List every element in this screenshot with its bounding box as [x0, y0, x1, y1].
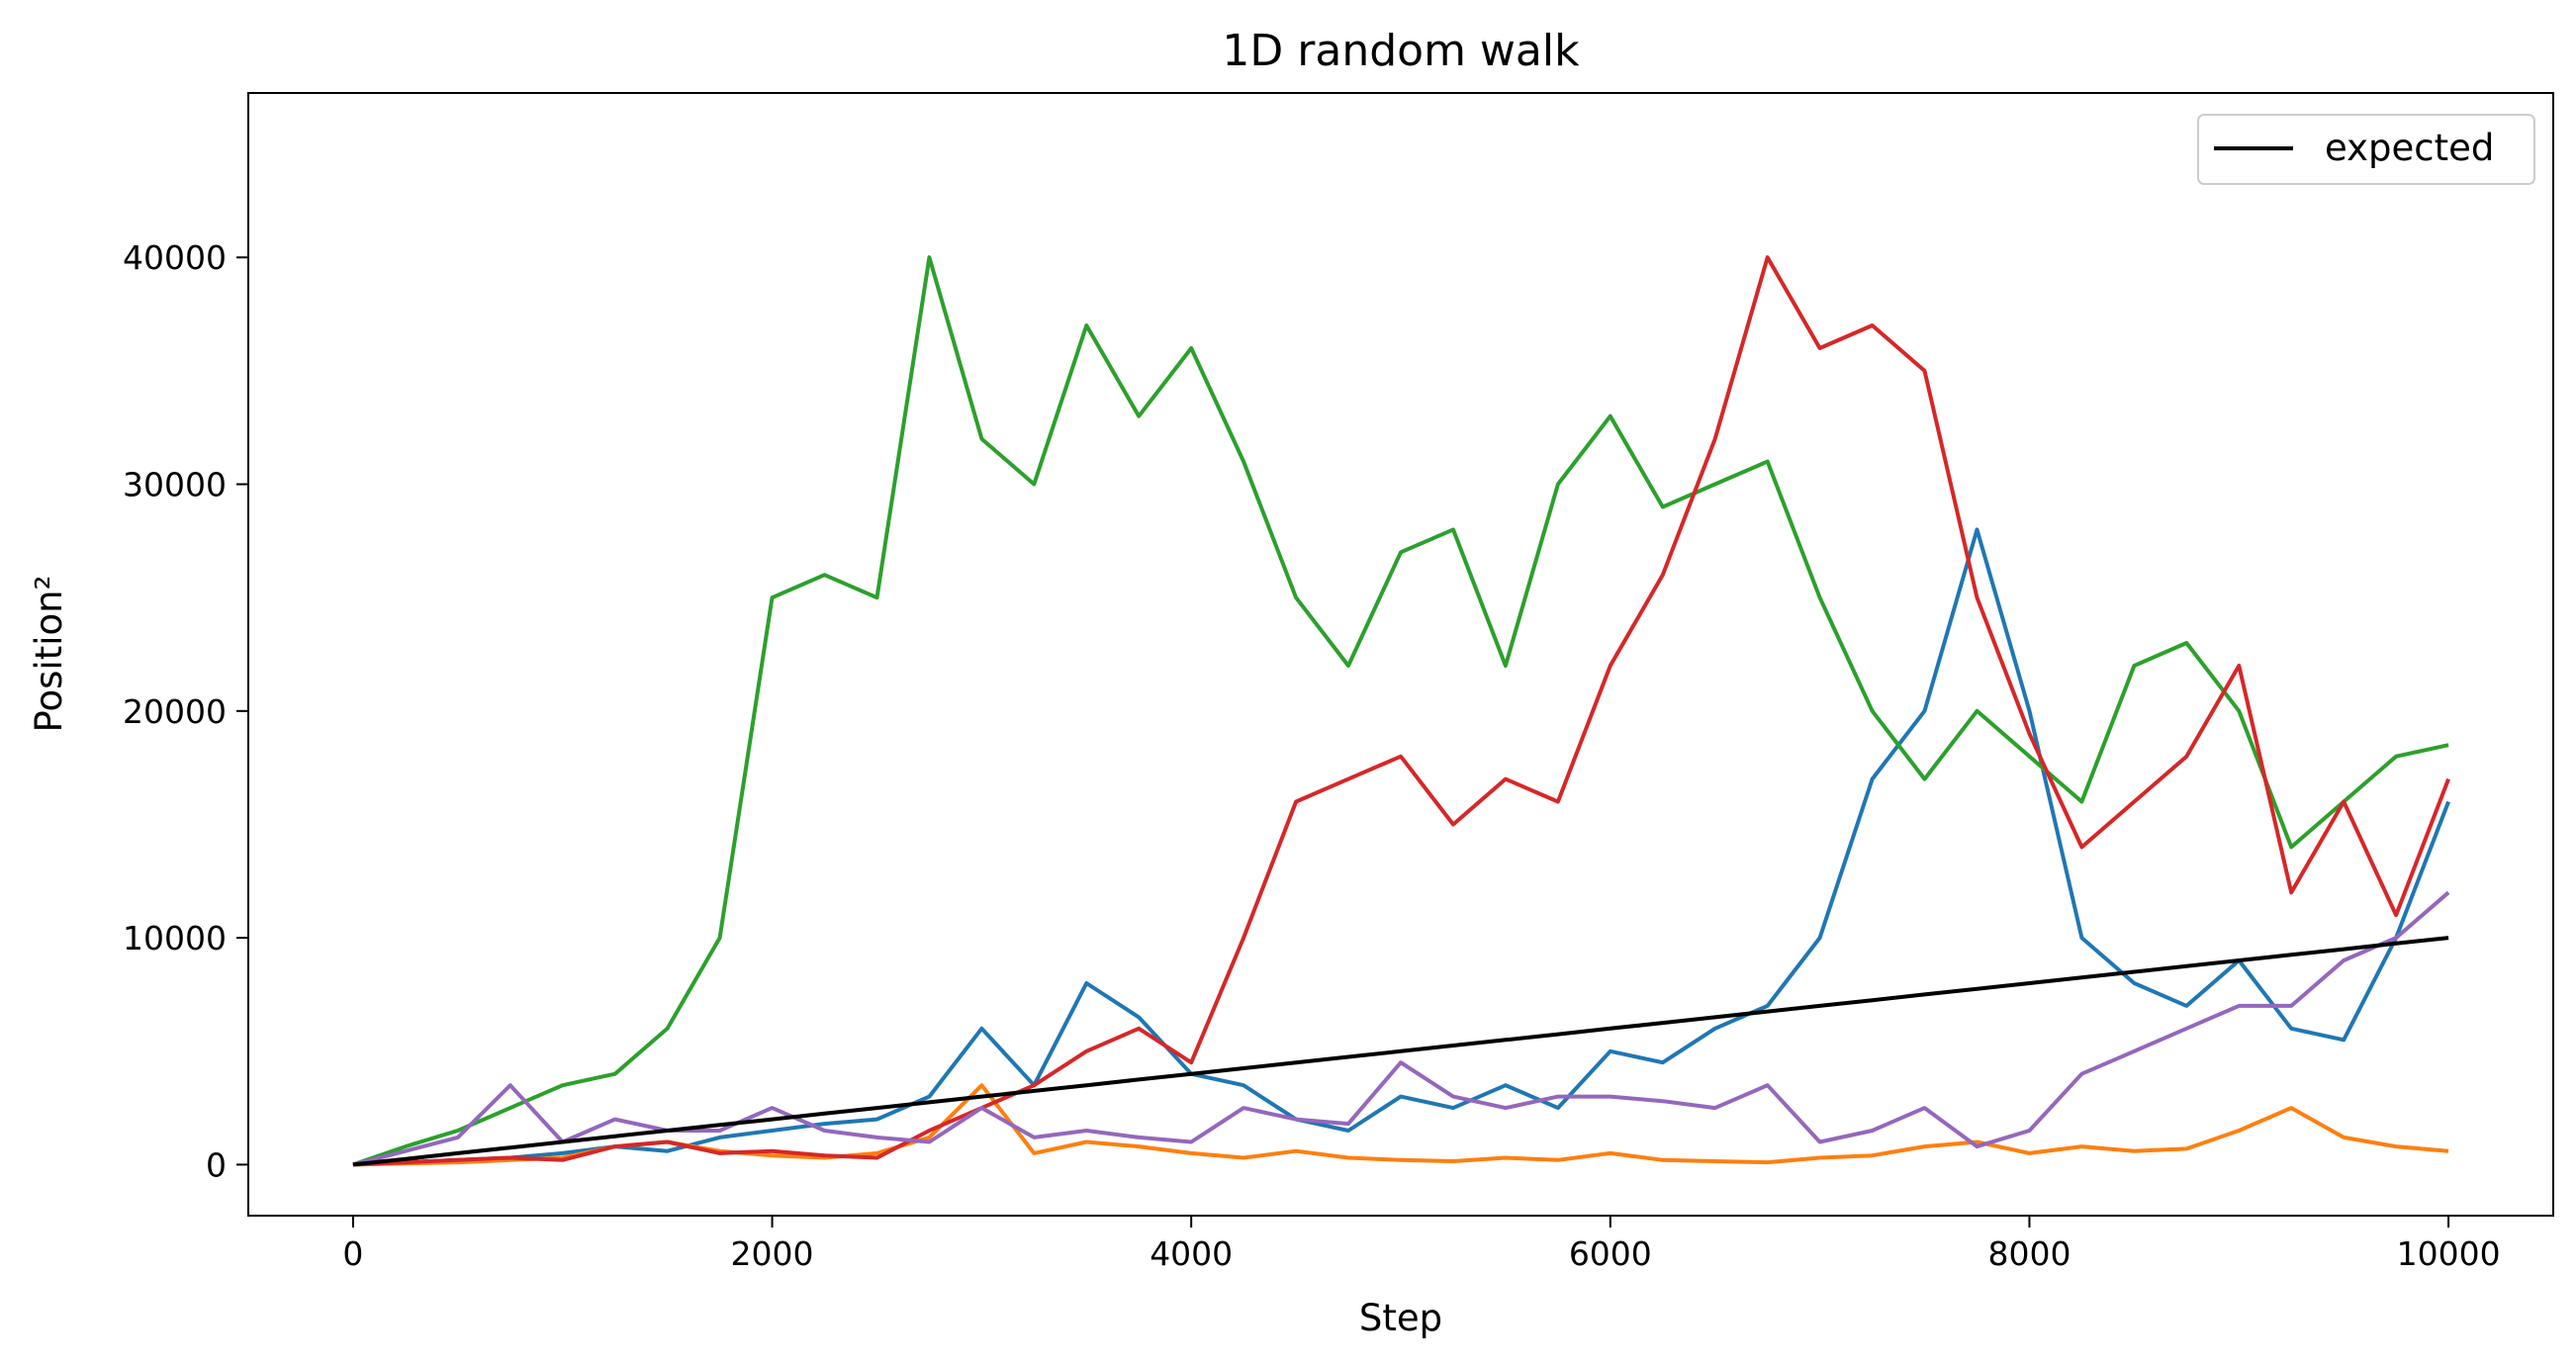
x-tick-label: 2000 [731, 1234, 814, 1273]
y-axis: 0 10000 20000 30000 40000 [123, 238, 248, 1184]
x-tick-label: 4000 [1150, 1234, 1233, 1273]
series-line-expected [352, 936, 2449, 1167]
series-layer [352, 255, 2450, 1167]
x-axis-label: Step [1359, 1297, 1442, 1339]
y-tick-label: 20000 [123, 692, 227, 731]
y-axis-label: Position² [28, 576, 70, 733]
legend: expected [2197, 114, 2535, 185]
x-tick-label: 6000 [1569, 1234, 1652, 1273]
plot-frame [247, 92, 2554, 1217]
x-tick-label: 8000 [1987, 1234, 2070, 1273]
x-tick-label: 0 [342, 1234, 363, 1273]
x-axis: 0 2000 4000 6000 8000 10000 [342, 1216, 2501, 1273]
y-tick-label: 40000 [123, 238, 227, 277]
series-line-4 [352, 890, 2450, 1167]
series-line-2 [352, 255, 2449, 1167]
y-tick-label: 0 [206, 1145, 227, 1184]
y-tick-label: 10000 [123, 919, 227, 957]
chart-title: 1D random walk [1222, 26, 1580, 76]
legend-label-expected: expected [2325, 127, 2494, 169]
x-tick-label: 10000 [2397, 1234, 2501, 1273]
series-line-0 [352, 527, 2450, 1167]
y-tick-label: 30000 [123, 466, 227, 504]
series-line-3 [352, 255, 2450, 1167]
legend-box [2197, 114, 2535, 185]
